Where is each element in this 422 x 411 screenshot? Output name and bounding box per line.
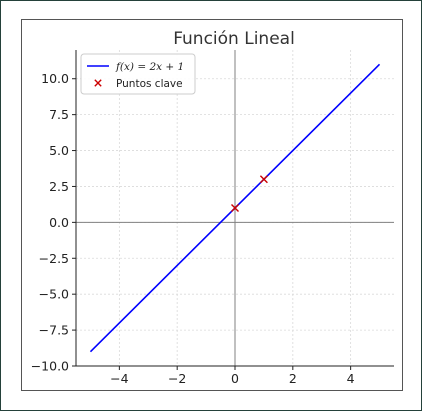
x-tick-label: 2 <box>289 371 297 386</box>
legend-label: Puntos clave <box>116 78 183 90</box>
y-tick-label: 0.0 <box>49 215 69 230</box>
y-tick-label: 7.5 <box>49 107 69 122</box>
x-tick-label: 0 <box>231 371 239 386</box>
y-tick-label: −5.0 <box>39 287 69 302</box>
line-chart: Función Lineal −4 −2 0 2 4 −10.0 −7.5 −5.0 −2.5… <box>31 29 394 386</box>
x-tick-label: 4 <box>347 371 355 386</box>
x-axis-ticks: −4 −2 0 2 4 <box>110 366 355 386</box>
legend-box <box>80 53 196 95</box>
y-tick-label: 10.0 <box>41 71 69 86</box>
chart-figure: Función Lineal −4 −2 0 2 4 −10.0 −7.5 −5.0 −2.5… <box>21 19 403 391</box>
marker-stroke <box>259 175 268 184</box>
data-point <box>259 175 268 184</box>
x-tick-label: −2 <box>168 371 186 386</box>
x-tick-label: −4 <box>110 371 128 386</box>
legend: f(x) = 2x + 1 Puntos clave <box>80 53 196 95</box>
data-point <box>231 204 239 212</box>
marker-stroke <box>231 204 239 212</box>
y-tick-label: −7.5 <box>39 323 69 338</box>
legend-label: f(x) = 2x + 1 <box>115 61 184 73</box>
y-tick-label: −2.5 <box>39 251 69 266</box>
legend-entry: f(x) = 2x + 1 <box>87 61 184 73</box>
y-tick-label: −10.0 <box>31 359 69 374</box>
plot-area <box>89 63 381 353</box>
y-axis-ticks: −10.0 −7.5 −5.0 −2.5 0.0 2.5 5.0 7.5 10.0 <box>31 71 76 374</box>
legend-marker-swatch <box>94 79 102 87</box>
y-tick-label: 2.5 <box>49 179 69 194</box>
legend-entry: Puntos clave <box>94 78 183 90</box>
chart-title: Función Lineal <box>173 29 295 49</box>
y-tick-label: 5.0 <box>49 143 69 158</box>
